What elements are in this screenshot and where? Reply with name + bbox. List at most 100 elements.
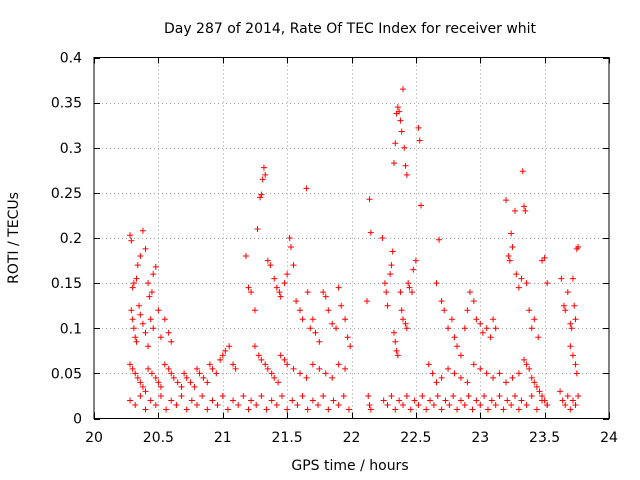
data-point [271, 374, 278, 381]
data-point [132, 334, 139, 341]
data-point [170, 374, 177, 381]
data-point [567, 320, 574, 327]
data-point [500, 406, 507, 413]
data-point [304, 406, 311, 413]
data-point [388, 262, 395, 269]
data-point [129, 284, 136, 291]
data-point [297, 307, 303, 314]
y-tick-label: 0.05 [51, 366, 82, 382]
data-point [204, 406, 211, 413]
data-point [150, 325, 157, 332]
data-point [389, 248, 396, 255]
data-point [183, 406, 190, 413]
data-point [492, 401, 499, 408]
data-point [262, 171, 269, 178]
data-point [506, 257, 513, 264]
data-point [251, 307, 258, 314]
data-point [214, 401, 221, 408]
data-point [526, 365, 533, 372]
data-point [267, 262, 274, 269]
data-point [454, 406, 461, 413]
data-point [134, 262, 141, 269]
data-point [392, 140, 399, 147]
data-point [152, 401, 159, 408]
data-point [347, 343, 354, 350]
data-point [281, 280, 288, 287]
data-point [258, 191, 265, 198]
data-point [461, 401, 468, 408]
data-point [240, 392, 247, 399]
data-point [488, 397, 495, 404]
data-point [564, 392, 571, 399]
data-point [259, 176, 266, 183]
data-point [477, 320, 484, 327]
data-point [509, 244, 516, 251]
data-point [209, 397, 216, 404]
data-point [401, 144, 408, 151]
data-point [178, 383, 185, 390]
data-point [137, 379, 144, 386]
data-point [544, 280, 551, 287]
data-point [316, 365, 323, 372]
data-point [397, 289, 404, 296]
data-point [181, 370, 188, 377]
data-point [569, 352, 576, 359]
data-point [222, 347, 229, 354]
data-point [262, 361, 269, 368]
data-point [526, 307, 533, 314]
data-point [191, 383, 198, 390]
data-point [504, 397, 511, 404]
data-point [199, 392, 206, 399]
data-point [276, 289, 283, 296]
data-point [427, 397, 434, 404]
data-point [398, 128, 405, 135]
data-point [206, 361, 213, 368]
data-point [457, 374, 464, 381]
data-point [503, 379, 509, 386]
data-point [402, 162, 409, 169]
data-point [436, 236, 443, 243]
data-point [139, 383, 146, 390]
data-point [400, 86, 406, 93]
data-point [127, 232, 134, 239]
data-point [335, 284, 342, 291]
data-point [397, 117, 404, 124]
data-point [342, 316, 349, 323]
data-point [398, 307, 405, 314]
data-point [523, 280, 530, 287]
y-tick-label: 0.4 [60, 51, 82, 67]
data-point [513, 271, 520, 278]
data-point [147, 397, 154, 404]
data-point [264, 257, 271, 264]
data-point [363, 298, 370, 305]
data-point [146, 293, 153, 300]
data-point [290, 365, 297, 372]
data-point [536, 388, 543, 395]
data-point [161, 316, 168, 323]
data-point [168, 370, 175, 377]
data-point [329, 374, 336, 381]
data-point [325, 406, 332, 413]
data-point [405, 280, 412, 287]
data-point [294, 401, 301, 408]
data-point [277, 293, 284, 300]
data-point [533, 406, 540, 413]
data-point [519, 168, 526, 175]
data-point [152, 374, 159, 381]
data-point [423, 406, 430, 413]
data-point [469, 406, 476, 413]
data-point [129, 316, 136, 323]
y-tick-label: 0.25 [51, 186, 82, 202]
data-point [304, 289, 311, 296]
data-point [451, 334, 458, 341]
data-point [568, 325, 575, 332]
data-point [219, 352, 226, 359]
data-point [340, 392, 347, 399]
data-point [575, 392, 582, 399]
data-point [515, 370, 522, 377]
data-point [142, 329, 149, 336]
data-point [575, 244, 582, 251]
y-tick-label: 0 [73, 412, 82, 428]
data-point [309, 397, 316, 404]
data-point [512, 207, 519, 214]
